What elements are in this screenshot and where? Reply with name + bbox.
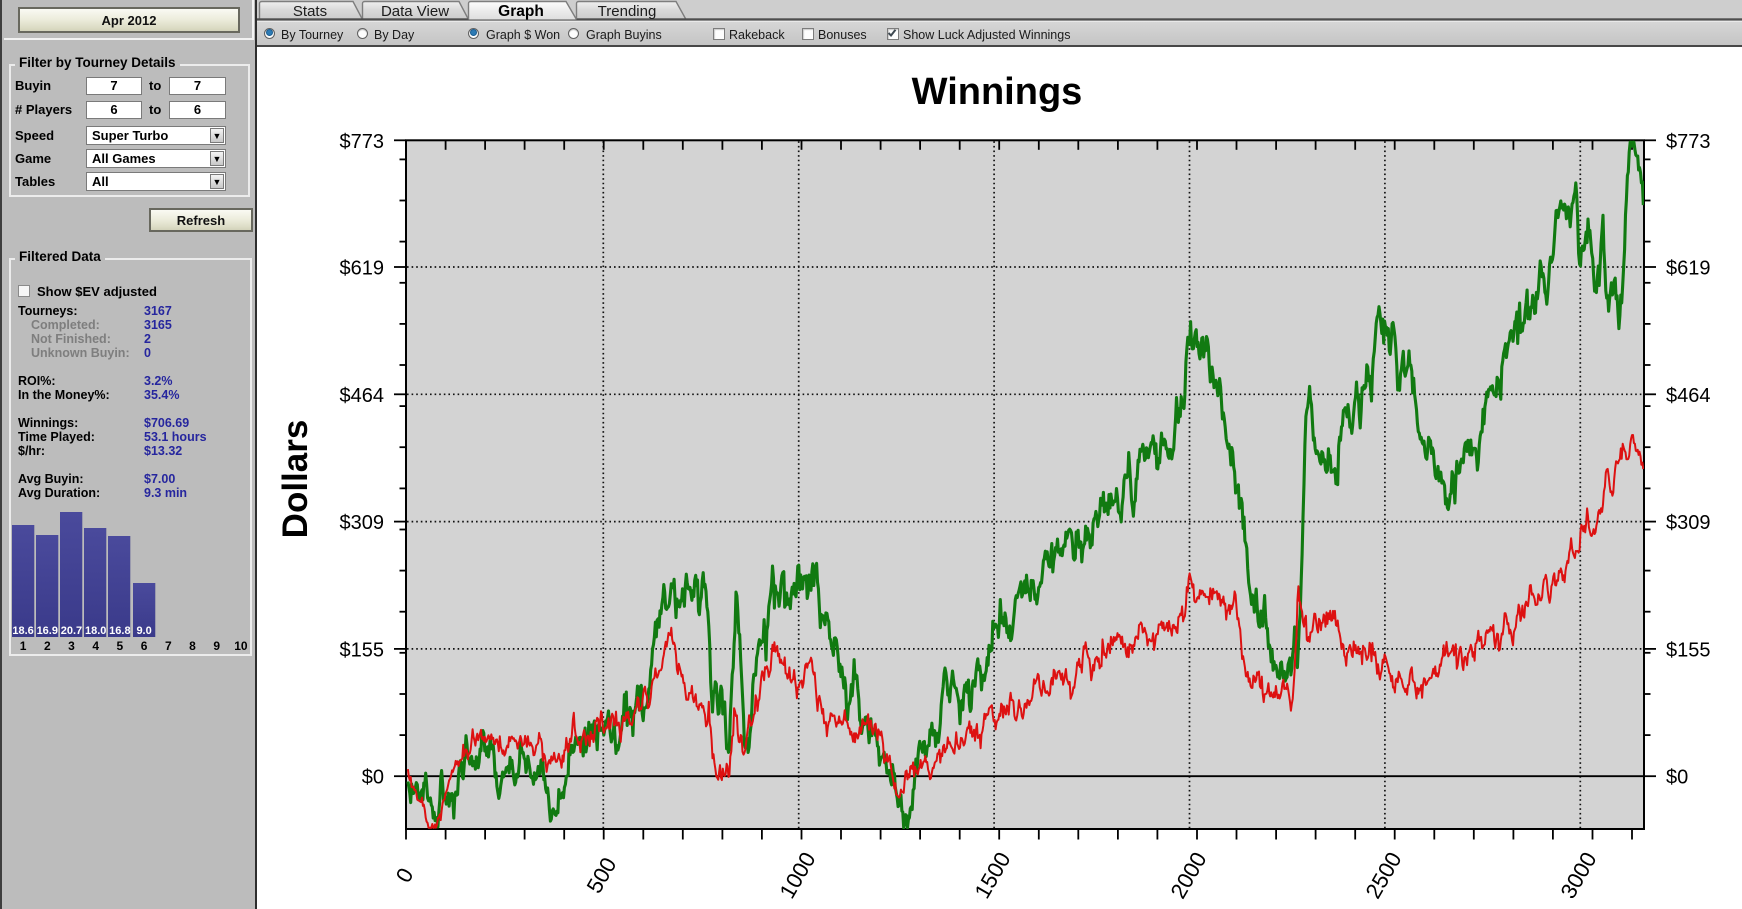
svg-text:2500: 2500 <box>1360 847 1406 902</box>
svg-text:Graph: Graph <box>498 3 544 20</box>
svg-text:500: 500 <box>581 853 621 897</box>
svg-text:$464: $464 <box>340 384 385 406</box>
svg-text:$0: $0 <box>1666 766 1688 788</box>
svg-text:Trending: Trending <box>598 3 657 20</box>
svg-text:$773: $773 <box>340 130 385 152</box>
svg-text:$619: $619 <box>340 257 385 279</box>
svg-text:Dollars: Dollars <box>276 419 315 538</box>
svg-text:$309: $309 <box>340 512 385 534</box>
svg-text:$619: $619 <box>1666 257 1711 279</box>
svg-text:2000: 2000 <box>1165 847 1211 902</box>
svg-text:1500: 1500 <box>969 847 1015 902</box>
svg-text:Data View: Data View <box>381 3 449 20</box>
svg-text:3000: 3000 <box>1555 847 1601 902</box>
svg-text:Winnings: Winnings <box>912 71 1083 113</box>
svg-text:0: 0 <box>391 863 419 886</box>
svg-text:Stats: Stats <box>293 3 327 20</box>
svg-text:$464: $464 <box>1666 384 1711 406</box>
svg-text:$309: $309 <box>1666 512 1711 534</box>
svg-text:$155: $155 <box>1666 639 1711 661</box>
svg-text:$773: $773 <box>1666 130 1711 152</box>
svg-text:$155: $155 <box>340 639 385 661</box>
svg-text:1000: 1000 <box>774 847 820 902</box>
svg-text:$0: $0 <box>362 766 384 788</box>
